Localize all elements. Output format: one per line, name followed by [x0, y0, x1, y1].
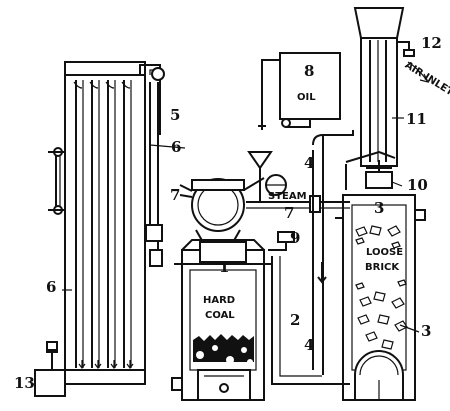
hard-coal-tag-1: HARD	[203, 295, 235, 306]
oil-tank	[258, 52, 341, 130]
callout-11: 11	[406, 110, 427, 128]
pipe-4	[312, 130, 354, 375]
funnel-and-steam-line	[246, 151, 350, 213]
gauge-glass	[48, 147, 65, 215]
callout-3-top: 3	[374, 199, 384, 217]
pipe-2-and-9	[268, 231, 350, 385]
steam-boiler	[179, 177, 265, 245]
brick-generator	[335, 194, 426, 401]
callout-6-lower: 6	[46, 278, 56, 296]
callout-4-upper: 4	[304, 154, 314, 172]
pipe-5	[145, 82, 163, 267]
callout-9: 9	[290, 229, 300, 247]
callout-12: 12	[421, 34, 442, 52]
coal-bed	[193, 334, 254, 365]
flow-arrows-bottom	[78, 360, 134, 369]
callout-3-right: 3	[421, 322, 431, 340]
callout-1: 1	[219, 258, 229, 276]
condenser-tower	[34, 61, 165, 397]
callout-2: 2	[290, 311, 300, 329]
oil-tag: OIL	[297, 92, 316, 103]
callout-7-right: 7	[284, 204, 294, 222]
coal-producer	[171, 239, 272, 401]
loose-brick-fill	[355, 225, 408, 350]
air-inlet-tag: AIR INLET	[403, 60, 450, 98]
condenser-tubes	[75, 80, 132, 368]
callout-5: 5	[170, 106, 180, 124]
leader-lines	[32, 117, 420, 385]
callout-7-left: 7	[170, 186, 180, 204]
callout-13: 13	[14, 374, 35, 392]
loose-brick-tag-2: BRICK	[365, 262, 400, 273]
drain-valve	[34, 341, 66, 397]
flow-arrows-top	[73, 81, 131, 89]
callout-10: 10	[407, 176, 428, 194]
steam-tag: STEAM	[268, 191, 307, 202]
callout-8: 8	[304, 62, 314, 80]
loose-brick-tag-1: LOOSE	[366, 247, 403, 258]
hard-coal-tag-2: COAL	[205, 310, 235, 321]
chimney-stack	[345, 7, 430, 190]
callout-4-lower: 4	[304, 336, 314, 354]
